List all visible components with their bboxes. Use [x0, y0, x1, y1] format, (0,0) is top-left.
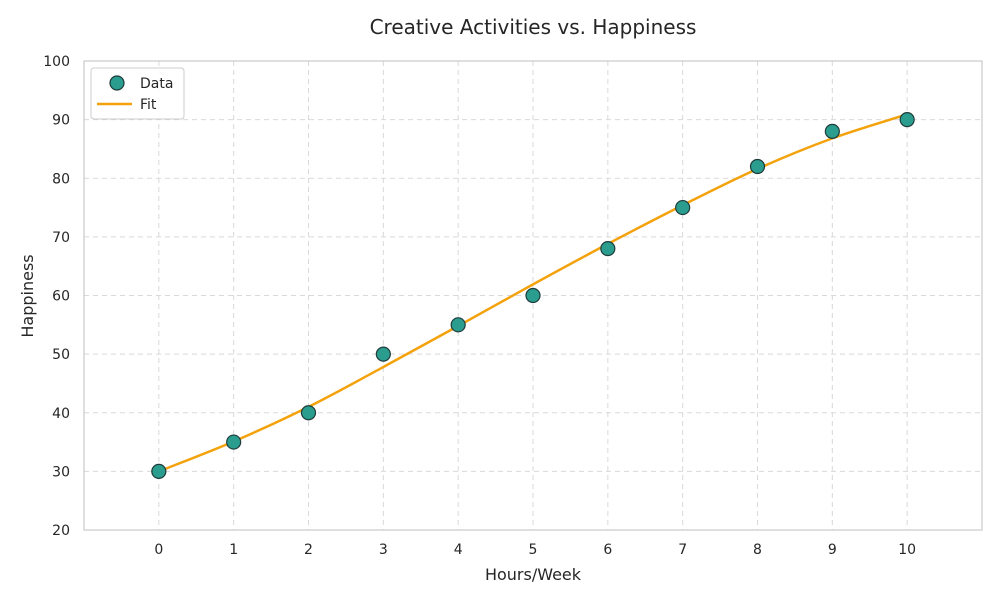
x-tick-label: 6 [603, 542, 612, 558]
y-axis-title: Happiness [18, 254, 37, 337]
series [151, 112, 915, 479]
legend-data-marker [109, 75, 125, 91]
x-tick-label: 0 [154, 542, 163, 558]
data-point [749, 158, 766, 175]
y-tick-label: 40 [52, 406, 70, 422]
y-tick-label: 20 [52, 523, 70, 539]
x-axis-ticks: 0 1 2 3 4 5 6 7 8 9 10 [154, 542, 916, 558]
data-point [600, 241, 616, 257]
legend: Data Fit [90, 67, 185, 120]
x-tick-label: 9 [828, 542, 837, 558]
y-tick-label: 100 [43, 54, 70, 70]
chart-title: Creative Activities vs. Happiness [370, 15, 697, 39]
x-tick-label: 8 [753, 542, 762, 558]
data-point [226, 434, 242, 450]
y-tick-label: 90 [52, 113, 70, 129]
data-point [151, 463, 167, 479]
x-tick-label: 4 [454, 542, 463, 558]
x-tick-label: 10 [898, 542, 916, 558]
plot-frame [83, 60, 983, 531]
data-point [824, 123, 840, 139]
data-point [450, 317, 466, 333]
data-point [375, 346, 391, 362]
x-tick-label: 7 [678, 542, 687, 558]
y-axis-ticks: 20 30 40 50 60 70 80 90 100 [43, 54, 70, 539]
x-tick-label: 3 [379, 542, 388, 558]
data-point [675, 199, 691, 216]
data-point [525, 287, 541, 304]
x-tick-label: 2 [304, 542, 313, 558]
x-axis-title: Hours/Week [485, 565, 582, 584]
x-tick-label: 1 [229, 542, 238, 558]
x-tick-label: 5 [529, 542, 538, 558]
data-point [899, 112, 915, 128]
fit-line [158, 113, 908, 473]
y-tick-label: 60 [52, 289, 70, 305]
legend-data-label: Data [140, 76, 173, 92]
y-tick-label: 30 [52, 464, 70, 480]
y-tick-label: 80 [52, 171, 70, 187]
legend-fit-label: Fit [140, 97, 157, 113]
y-tick-label: 50 [52, 347, 70, 363]
y-tick-label: 70 [52, 230, 70, 246]
data-point [300, 405, 317, 421]
